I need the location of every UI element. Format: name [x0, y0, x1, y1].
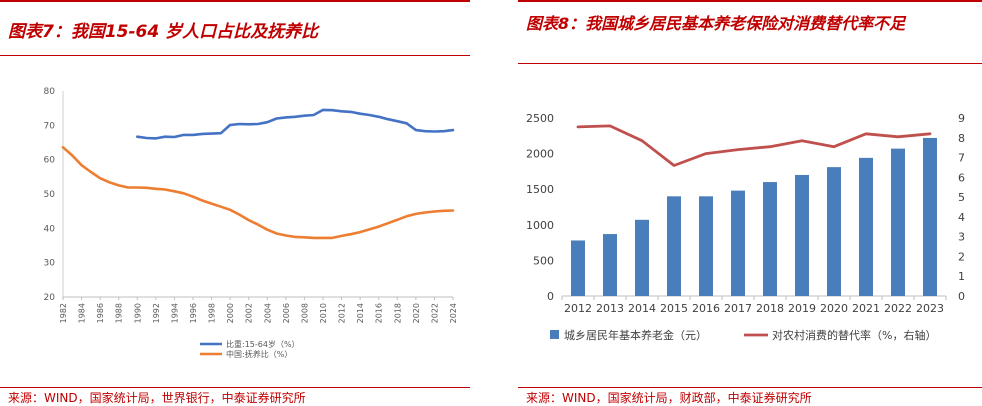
- x-tick-label: 2004: [263, 303, 272, 323]
- x-tick-label: 2006: [282, 303, 291, 323]
- x-tick-label: 2017: [724, 302, 752, 315]
- y-tick-label: 1000: [526, 219, 554, 232]
- x-tick-label: 2022: [884, 302, 912, 315]
- y-tick-label: 50: [44, 190, 56, 200]
- y-tick-label: 80: [44, 87, 56, 97]
- figure-7-chart: 20 30 40 50 60 70 80 1982 1984 1986 1988 1990 1992 19…: [44, 87, 458, 359]
- x-tick-label: 2022: [430, 303, 439, 323]
- legend-label-2: 中国:抚养比（%）: [226, 349, 292, 359]
- series-line-replacement-rate: [576, 124, 932, 167]
- y2-tick-label: 1: [958, 270, 965, 283]
- x-tick-label: 2020: [820, 302, 848, 315]
- y2-tick-label: 8: [958, 132, 965, 145]
- bar: [699, 196, 713, 296]
- figure-8-source: 来源：WIND，国家统计局，财政部，中泰证券研究所: [526, 391, 812, 405]
- x-tick-label: 2000: [226, 303, 235, 323]
- y-tick-label: 60: [44, 156, 56, 166]
- y-tick-label: 30: [44, 259, 56, 269]
- bar: [571, 240, 585, 296]
- top-rule: [518, 0, 982, 2]
- y2-tick-label: 0: [958, 290, 965, 303]
- x-tick-label: 2023: [916, 302, 944, 315]
- x-tick-label: 1998: [208, 303, 217, 323]
- x-tick-label: 2015: [660, 302, 688, 315]
- x-tick-label: 1994: [170, 303, 179, 323]
- series-line-2: [61, 146, 455, 240]
- figure-7-panel: 图表7：我国15-64 岁人口占比及抚养比 20 30 40 50 60 70 80 1982…: [0, 0, 470, 405]
- x-tick-label: 2012: [338, 303, 347, 323]
- series-line-1: [136, 108, 455, 140]
- x-tick-label: 1992: [152, 303, 161, 323]
- figure-8-title: 图表8：我国城乡居民基本养老保险对消费替代率不足: [526, 14, 906, 33]
- x-tick-label: 2002: [245, 303, 254, 323]
- bottom-rule: [518, 387, 982, 388]
- x-tick-label: 1996: [189, 303, 198, 323]
- x-tick-label: 2018: [393, 303, 402, 323]
- y2-tick-label: 6: [958, 171, 965, 184]
- y2-tick-label: 5: [958, 191, 965, 204]
- x-tick-label: 2014: [628, 302, 656, 315]
- bar: [923, 137, 937, 296]
- y-tick-label: 2000: [526, 148, 554, 161]
- title-rule: [0, 55, 470, 56]
- y2-tick-label: 2: [958, 250, 965, 263]
- legend-label-2: 对农村消费的替代率（%，右轴）: [772, 328, 936, 342]
- legend-swatch-1: [550, 330, 559, 339]
- y-tick-label: 20: [44, 293, 56, 303]
- y2-tick-label: 7: [958, 152, 965, 165]
- x-tick-label: 2016: [375, 303, 384, 323]
- bar: [635, 219, 649, 296]
- x-tick-label: 1984: [78, 303, 87, 323]
- x-tick-label: 1990: [133, 303, 142, 323]
- bar: [763, 182, 777, 296]
- legend-label-1: 比重:15-64岁（%）: [226, 339, 300, 349]
- y-tick-label: 1500: [526, 183, 554, 196]
- y2-tick-label: 9: [958, 112, 965, 125]
- x-tick-label: 1982: [59, 303, 68, 323]
- y-tick-label: 40: [44, 224, 56, 234]
- y2-tick-label: 4: [958, 211, 965, 224]
- y-tick-label: 0: [547, 290, 554, 303]
- bar: [795, 174, 809, 296]
- title-rule: [518, 63, 982, 64]
- x-tick-label: 2024: [449, 303, 458, 323]
- x-tick-label: 2016: [692, 302, 720, 315]
- bar: [859, 157, 873, 296]
- bar: [891, 148, 905, 296]
- y-tick-label: 2500: [526, 112, 554, 125]
- x-tick-label: 1988: [115, 303, 124, 323]
- legend-label-1: 城乡居民年基本养老金（元）: [564, 328, 707, 342]
- y-tick-label: 500: [533, 254, 554, 267]
- x-tick-label: 2020: [412, 303, 421, 323]
- bar: [827, 167, 841, 296]
- x-tick-label: 2021: [852, 302, 880, 315]
- x-tick-label: 2012: [564, 302, 592, 315]
- figure-7-title: 图表7：我国15-64 岁人口占比及抚养比: [8, 22, 319, 42]
- bottom-rule: [0, 387, 470, 388]
- bar: [667, 196, 681, 296]
- bar: [603, 234, 617, 296]
- bar: [731, 190, 745, 296]
- x-tick-label: 2010: [319, 303, 328, 323]
- figure-8-chart: 0 500 1000 1500 2000 2500 0 1 2 3 4 5 6 7 8 9 2012 2013 20…: [526, 112, 965, 342]
- x-tick-label: 2013: [596, 302, 624, 315]
- x-tick-label: 1986: [96, 303, 105, 323]
- y-tick-label: 70: [44, 121, 56, 131]
- y2-tick-label: 3: [958, 231, 965, 244]
- x-tick-label: 2014: [356, 303, 365, 323]
- top-rule: [0, 0, 470, 2]
- figure-7-source: 来源：WIND，国家统计局，世界银行，中泰证券研究所: [8, 391, 306, 405]
- x-tick-label: 2008: [300, 303, 309, 323]
- x-tick-label: 2018: [756, 302, 784, 315]
- figure-8-panel: 图表8：我国城乡居民基本养老保险对消费替代率不足 0 500 1000 1500 200…: [518, 0, 982, 405]
- x-tick-label: 2019: [788, 302, 816, 315]
